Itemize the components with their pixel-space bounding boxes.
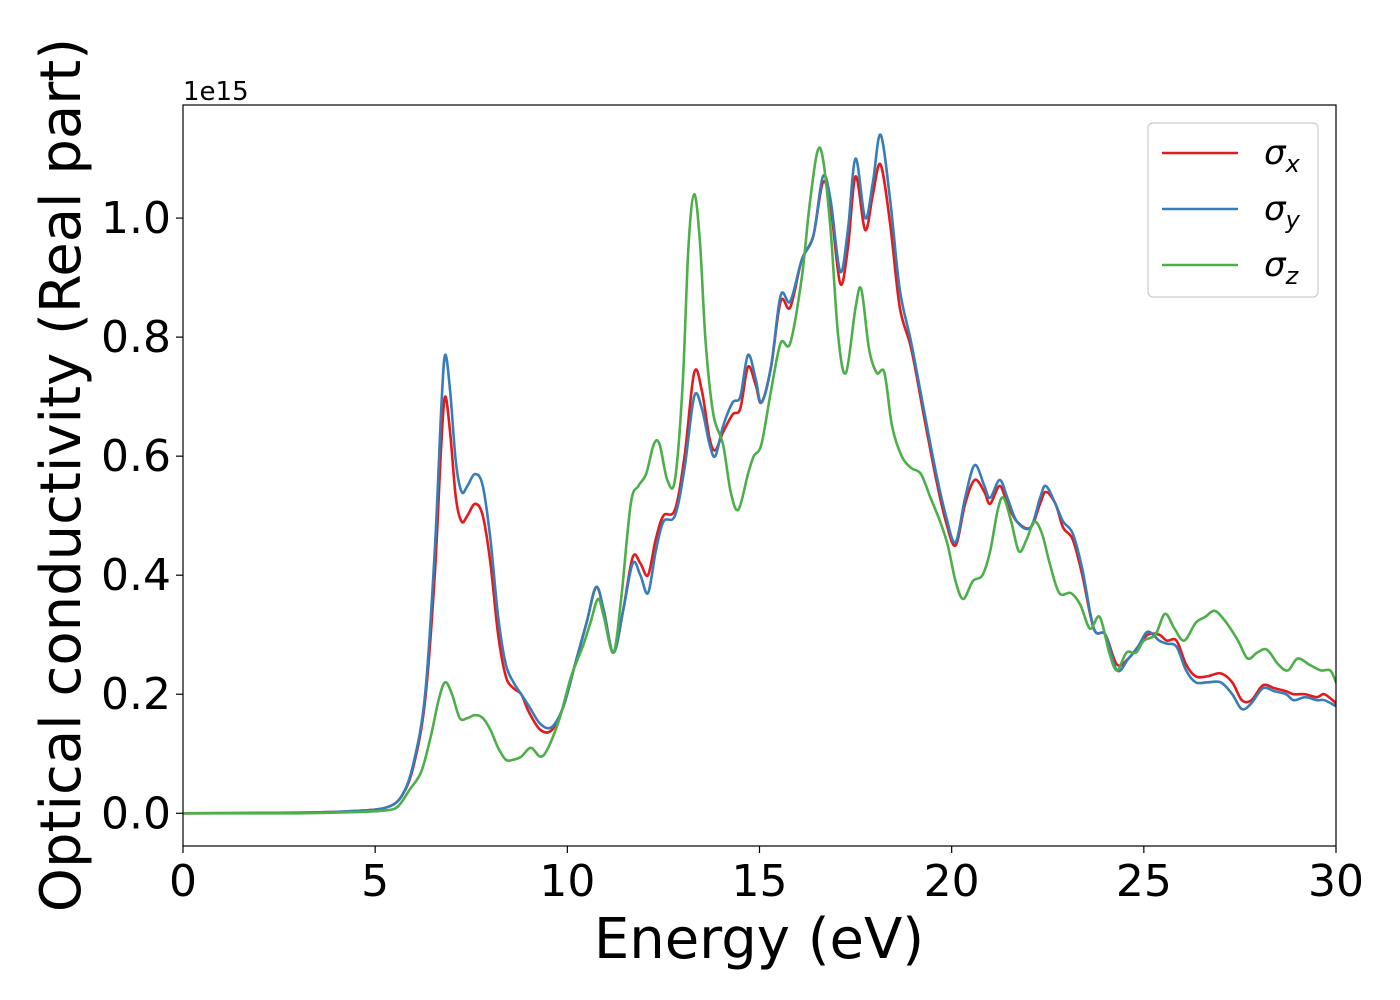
x-tick-label: 20 bbox=[924, 856, 980, 907]
x-tick-label: 5 bbox=[361, 856, 389, 907]
x-axis-label: Energy (eV) bbox=[594, 907, 924, 972]
legend: σx σy σz bbox=[1147, 122, 1319, 298]
x-tick-label: 25 bbox=[1116, 856, 1172, 907]
x-tick-label: 15 bbox=[732, 856, 788, 907]
y-axis-label: Optical conductivity (Real part) bbox=[29, 38, 94, 912]
x-tick-label: 30 bbox=[1308, 856, 1364, 907]
series-line-sigma-y bbox=[183, 133, 1336, 815]
x-tick-label: 0 bbox=[169, 856, 197, 907]
legend-label-sigma-y: σy bbox=[1264, 189, 1301, 234]
y-tick-label: 0.2 bbox=[101, 669, 171, 720]
y-offset-text: 1e15 bbox=[183, 77, 249, 107]
series-line-sigma-z bbox=[183, 146, 1336, 815]
y-tick-label: 1.0 bbox=[101, 193, 171, 244]
legend-label-sigma-z: σz bbox=[1264, 245, 1300, 290]
y-axis: 0.0 0.2 0.4 0.6 0.8 1.0 bbox=[101, 193, 183, 839]
y-tick-label: 0.4 bbox=[101, 550, 171, 601]
legend-label-sigma-x: σx bbox=[1264, 133, 1301, 178]
y-tick-label: 0.8 bbox=[101, 312, 171, 363]
x-axis: 0 5 10 15 20 25 30 bbox=[169, 846, 1364, 907]
y-tick-label: 0.6 bbox=[101, 431, 171, 482]
plot-area bbox=[183, 105, 1336, 846]
series-layer bbox=[183, 133, 1336, 815]
x-tick-label: 10 bbox=[539, 856, 595, 907]
y-tick-label: 0.0 bbox=[101, 788, 171, 839]
